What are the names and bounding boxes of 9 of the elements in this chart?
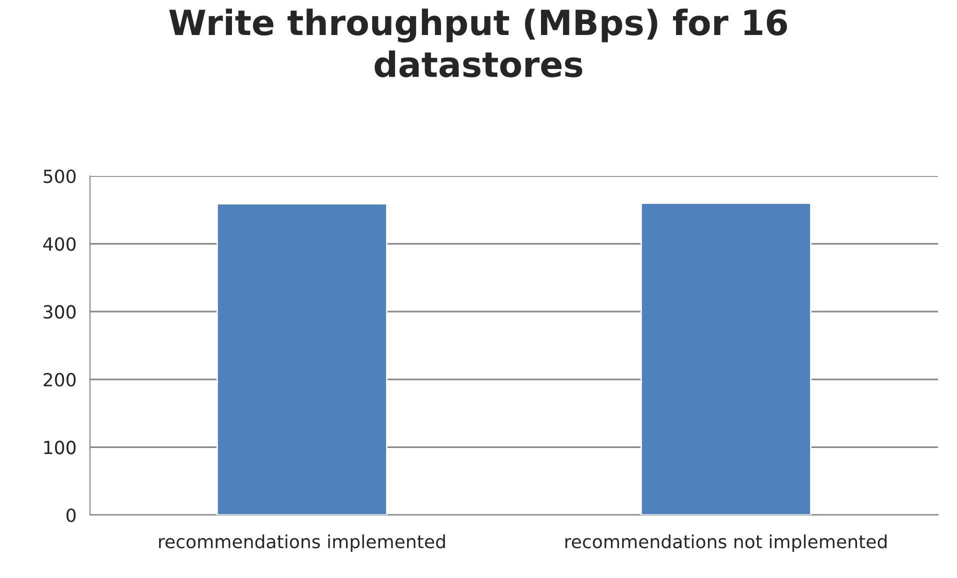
- y-tick-label: 200: [44, 372, 76, 387]
- x-tick-label: recommendations implemented: [159, 534, 445, 552]
- y-tick-label: 100: [44, 440, 76, 454]
- chart-title: Write throughput (MBps) for 16 datastores: [169, 8, 787, 78]
- y-tick-label: 500: [44, 169, 76, 184]
- y-tick-label: 0: [66, 508, 76, 522]
- x-tick-label: recommendations not implemented: [565, 534, 887, 552]
- y-tick-label: 300: [44, 305, 76, 319]
- y-tick-label: 400: [43, 237, 76, 251]
